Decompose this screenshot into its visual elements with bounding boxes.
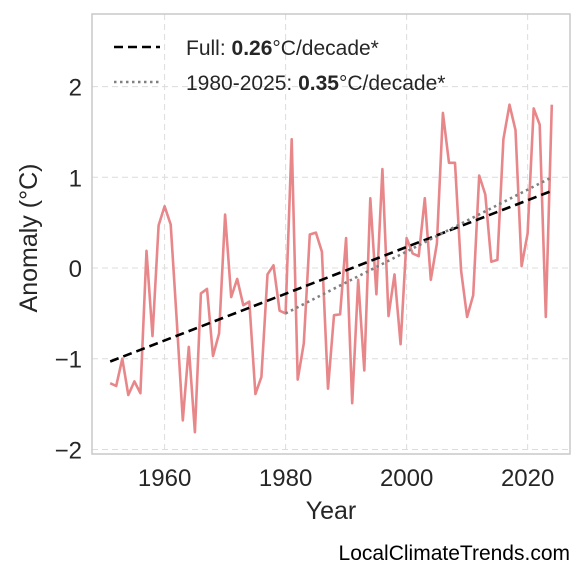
y-tick-label: 0 bbox=[69, 256, 82, 283]
credit-text: LocalClimateTrends.com bbox=[339, 542, 570, 565]
y-axis-label: Anomaly (°C) bbox=[15, 164, 43, 313]
y-tick-label: −1 bbox=[55, 347, 82, 374]
legend-label: Full: 0.26°C/decade* bbox=[186, 37, 379, 60]
x-tick-label: 1960 bbox=[138, 465, 191, 492]
y-tick-label: 2 bbox=[69, 75, 82, 102]
plot-area: 1960 1980 2000 2020 2 1 0 −1 −2 Year Anomaly (°C) F… bbox=[15, 13, 571, 525]
x-tick-label: 2000 bbox=[380, 465, 433, 492]
x-tick-label: 2020 bbox=[501, 465, 554, 492]
full-trend-line bbox=[109, 189, 553, 363]
y-tick-label: −2 bbox=[55, 437, 82, 464]
x-axis-label: Year bbox=[306, 497, 357, 525]
x-tick-label: 1980 bbox=[259, 465, 312, 492]
plot-frame bbox=[91, 13, 571, 455]
legend-label: 1980-2025: 0.35°C/decade* bbox=[186, 72, 445, 95]
anomaly-series-line bbox=[109, 103, 554, 434]
recent-trend-line bbox=[285, 176, 553, 315]
y-tick-label: 1 bbox=[69, 165, 82, 192]
